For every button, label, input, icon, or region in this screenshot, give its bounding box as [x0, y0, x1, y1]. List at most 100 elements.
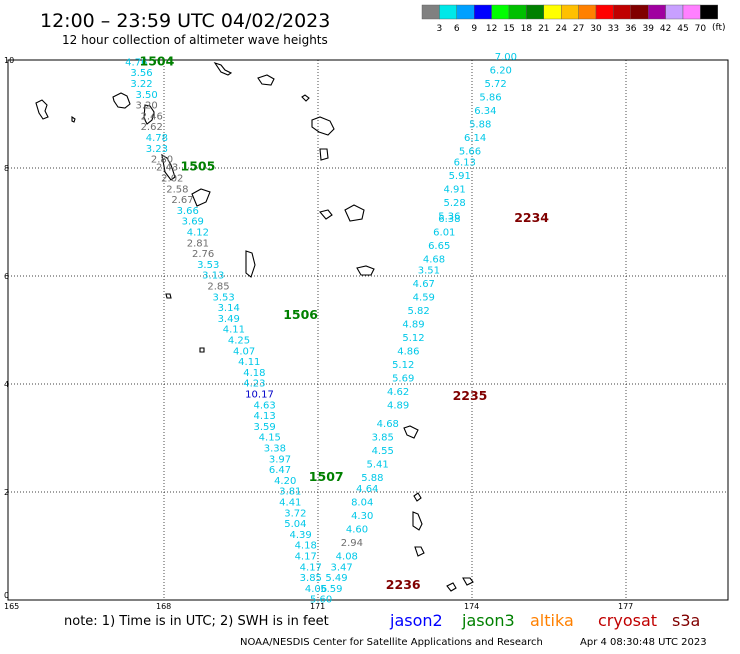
swh-value-label: 4.76	[125, 57, 147, 68]
island	[161, 153, 176, 181]
swh-value-label: 4.62	[387, 387, 409, 398]
legend-tick-label: 18	[521, 24, 533, 34]
island	[446, 582, 457, 592]
lat-lon-grid	[8, 60, 728, 600]
island	[35, 99, 49, 120]
swh-value-label: 3.47	[330, 562, 352, 573]
swh-value-label: 4.67	[413, 279, 435, 290]
legend-color-swatch	[508, 4, 527, 20]
page-subtitle: 12 hour collection of altimeter wave hei…	[62, 33, 328, 47]
x-tick-label-171: 171	[310, 602, 325, 611]
swh-values-layer: 4.763.563.223.503.202.462.624.783.232.80…	[125, 52, 517, 606]
legend-color-swatch	[682, 4, 701, 20]
x-tick-label-177: 177	[618, 602, 633, 611]
swh-value-label: 6.14	[464, 133, 486, 144]
legend-unit: (ft)	[712, 23, 726, 33]
legend-tick-label: 45	[677, 24, 688, 34]
swh-value-label: 4.41	[279, 498, 301, 509]
legend-tick-label: 27	[573, 24, 584, 34]
swh-value-label: 3.49	[218, 314, 240, 325]
swh-value-label: 4.30	[351, 511, 373, 522]
legend-color-swatch	[630, 4, 649, 20]
legend-color-swatch	[665, 4, 684, 20]
legend-tick-label: 24	[555, 24, 567, 34]
island	[403, 425, 419, 439]
swh-value-label: 5.59	[320, 584, 342, 595]
swh-value-label: 6.38	[438, 214, 460, 225]
swh-value-label: 3.13	[202, 271, 224, 282]
swh-value-label: 4.06	[305, 584, 327, 595]
swh-value-label: 4.23	[243, 379, 265, 390]
swh-value-label: 5.12	[392, 360, 414, 371]
swh-value-label: 5.66	[459, 147, 481, 158]
legend-tick-label: 33	[608, 24, 619, 34]
swh-value-label: 5.04	[284, 519, 306, 530]
y-tick-label-0: 0	[4, 591, 9, 600]
swh-value-label: 3.56	[130, 68, 152, 79]
swh-value-label: 5.49	[325, 573, 347, 584]
legend-color-swatch	[561, 4, 579, 20]
swh-value-label: 3.69	[182, 217, 204, 228]
swh-value-label: 2.67	[171, 195, 193, 206]
swh-value-label: 5.86	[479, 93, 501, 104]
pass-time-label: 1507	[309, 469, 344, 484]
swh-value-label: 4.08	[336, 552, 358, 563]
island	[414, 546, 425, 557]
swh-value-label: 4.63	[253, 400, 275, 411]
swh-value-label: 4.55	[372, 446, 394, 457]
swh-value-label: 3.38	[264, 444, 286, 455]
pass-time-labels-layer: 1504 1505 1506 1507 2234 2235 2236	[140, 53, 550, 592]
pass-time-label: 2235	[453, 388, 488, 403]
swh-value-label: 3.14	[218, 303, 240, 314]
satellite-legend-cryosat: cryosat	[598, 611, 657, 630]
swh-value-label: 3.50	[135, 90, 157, 101]
swh-value-label: 5.69	[392, 373, 414, 384]
footer-note: note: 1) Time is in UTC; 2) SWH is in fe…	[64, 614, 329, 629]
island	[319, 148, 329, 161]
island	[344, 204, 365, 222]
swh-value-label: 5.41	[366, 460, 388, 471]
legend-color-swatch	[648, 4, 666, 20]
axis-labels: 165 168 171 174 177 0 2 4 6 8 10	[4, 56, 633, 611]
satellite-legend-s3a: s3a	[672, 611, 700, 630]
y-tick-label-10: 10	[4, 56, 14, 65]
swh-value-label: 4.68	[377, 419, 399, 430]
island	[311, 116, 335, 136]
pass-time-label: 1505	[181, 159, 216, 174]
swh-value-label: 3.53	[197, 260, 219, 271]
swh-value-label: 2.46	[141, 111, 163, 122]
legend-color-swatch	[595, 4, 614, 20]
swh-value-label: 4.11	[223, 325, 245, 336]
swh-value-label: 10.17	[245, 390, 274, 401]
swh-value-label: 3.85	[300, 573, 322, 584]
swh-value-label: 5.12	[402, 333, 424, 344]
swh-value-label: 5.88	[469, 120, 491, 131]
legend-tick-label: 36	[625, 24, 637, 34]
swh-value-label: 4.17	[295, 552, 317, 563]
y-tick-label-8: 8	[4, 164, 9, 173]
legend-tick-label: 39	[642, 24, 654, 34]
legend-tick-label: 21	[538, 24, 549, 34]
legend-color-swatch	[578, 4, 597, 20]
swh-value-label: 3.51	[418, 265, 440, 276]
swh-value-label: 2.62	[141, 122, 163, 133]
island	[191, 188, 211, 207]
x-tick-label-168: 168	[156, 602, 171, 611]
swh-value-label: 4.60	[346, 525, 368, 536]
swh-value-label: 5.91	[449, 171, 471, 182]
swh-value-label: 3.81	[279, 487, 301, 498]
swh-value-label: 5.72	[484, 79, 506, 90]
swh-value-label: 4.07	[233, 346, 255, 357]
island	[245, 250, 256, 278]
swh-value-label: 4.39	[289, 530, 311, 541]
swh-value-label: 2.81	[187, 238, 209, 249]
legend-tick-label: 15	[503, 24, 514, 34]
swh-value-label: 2.76	[192, 249, 214, 260]
swh-value-label: 4.17	[300, 562, 322, 573]
swh-value-label: 4.59	[413, 292, 435, 303]
y-tick-label-4: 4	[4, 380, 9, 389]
island	[199, 347, 205, 353]
swh-value-label: 4.20	[274, 476, 296, 487]
legend-tick-label: 42	[660, 24, 671, 34]
legend-tick-label: 30	[590, 24, 602, 34]
